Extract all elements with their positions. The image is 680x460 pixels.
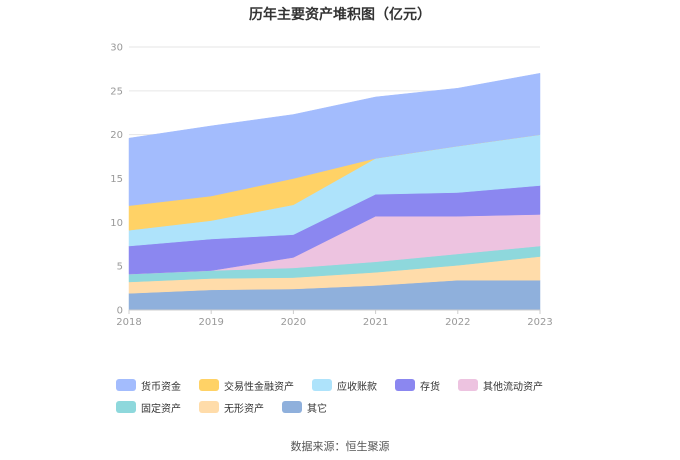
axes: 0 5 10 15 20 25 30 2018 2019 2020 2021 2022 2023 xyxy=(110,43,552,329)
legend-item[interactable]: 货币资金 xyxy=(116,378,181,393)
legend-label: 交易性金融资产 xyxy=(224,381,294,393)
x-tick-label: 2020 xyxy=(281,317,306,328)
legend-swatch xyxy=(282,401,302,413)
x-tick-label: 2023 xyxy=(527,317,552,328)
x-tick-label: 2019 xyxy=(198,317,223,328)
legend-item[interactable]: 应收账款 xyxy=(312,378,377,393)
y-tick-label: 25 xyxy=(110,86,123,97)
legend-item[interactable]: 存货 xyxy=(395,378,440,393)
y-tick-label: 15 xyxy=(110,174,123,185)
legend-swatch xyxy=(199,401,219,413)
legend-swatch xyxy=(458,379,478,391)
legend-swatch xyxy=(199,379,219,391)
legend-label: 存货 xyxy=(420,381,440,393)
y-tick-label: 0 xyxy=(117,306,123,317)
area-货币资金[interactable] xyxy=(128,73,541,206)
chart-title: 历年主要资产堆积图（亿元） xyxy=(249,7,431,23)
legend-label: 应收账款 xyxy=(337,381,377,393)
stacked-area-chart: 0 5 10 15 20 25 30 2018 2019 2020 2021 2022 2023 xyxy=(110,43,552,329)
y-tick-label: 30 xyxy=(110,43,123,54)
legend-item[interactable]: 其他流动资产 xyxy=(458,378,543,393)
legend-swatch xyxy=(312,379,332,391)
legend-item[interactable]: 其它 xyxy=(282,400,327,415)
legend-label: 货币资金 xyxy=(141,381,181,393)
chart-legend: 货币资金 交易性金融资产 应收账款 存货 其他流动资产固定资产 无形资产 其它 xyxy=(116,378,586,415)
area-series xyxy=(128,73,541,311)
x-tick-label: 2021 xyxy=(363,317,388,328)
legend-label: 固定资产 xyxy=(141,403,181,415)
legend-swatch xyxy=(395,379,415,391)
legend-label: 无形资产 xyxy=(224,403,264,415)
legend-item[interactable]: 无形资产 xyxy=(199,400,264,415)
data-source-note: 数据来源：恒生聚源 xyxy=(290,440,390,453)
x-tick-label: 2018 xyxy=(116,317,141,328)
legend-item[interactable]: 交易性金融资产 xyxy=(199,378,294,393)
y-tick-label: 20 xyxy=(110,130,123,141)
x-tick-label: 2022 xyxy=(445,317,470,328)
y-tick-label: 10 xyxy=(110,218,123,229)
legend-label: 其他流动资产 xyxy=(483,381,543,393)
legend-label: 其它 xyxy=(307,403,327,415)
legend-swatch xyxy=(116,379,136,391)
legend-swatch xyxy=(116,401,136,413)
legend-item[interactable]: 固定资产 xyxy=(116,400,181,415)
y-tick-label: 5 xyxy=(117,262,123,273)
